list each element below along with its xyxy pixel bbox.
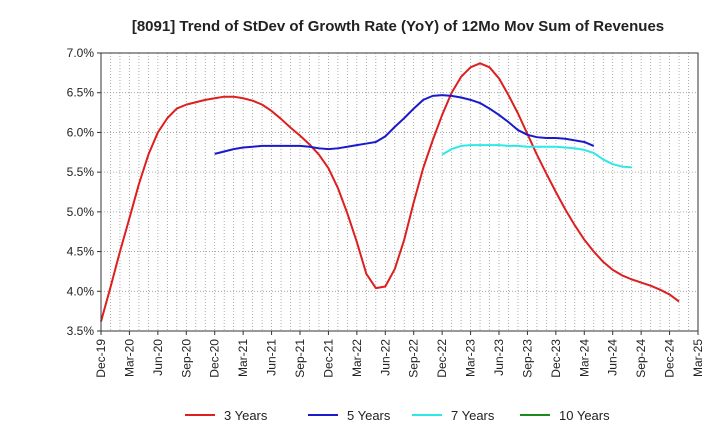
x-axis-ticks: Dec-19 Mar-20 Jun-20 Sep-20 Dec-20 Mar-21 Jun-… bbox=[94, 331, 705, 378]
x-tick-label: Mar-25 bbox=[691, 339, 705, 377]
legend: 3 Years 5 Years 7 Years 10 Years bbox=[185, 408, 610, 423]
x-tick-label: Jun-21 bbox=[265, 339, 279, 376]
x-tick-label: Dec-23 bbox=[549, 339, 563, 378]
x-tick-label: Sep-20 bbox=[179, 339, 193, 378]
legend-label: 5 Years bbox=[347, 408, 391, 423]
y-tick-label: 3.5% bbox=[67, 324, 95, 338]
legend-label: 3 Years bbox=[224, 408, 268, 423]
y-tick-label: 7.0% bbox=[67, 46, 95, 60]
x-tick-label: Sep-24 bbox=[634, 339, 648, 378]
plot-border bbox=[100, 52, 699, 332]
x-tick-label: Jun-23 bbox=[492, 339, 506, 376]
y-tick-label: 6.5% bbox=[67, 86, 95, 100]
x-tick-label: Mar-22 bbox=[350, 339, 364, 377]
y-tick-label: 4.5% bbox=[67, 245, 95, 259]
series-line-3-years bbox=[100, 62, 680, 322]
x-tick-label: Sep-21 bbox=[293, 339, 307, 378]
x-tick-label: Mar-23 bbox=[464, 339, 478, 377]
x-tick-label: Jun-22 bbox=[378, 339, 392, 376]
x-tick-label: Jun-20 bbox=[151, 339, 165, 376]
x-tick-label: Mar-21 bbox=[236, 339, 250, 377]
x-tick-label: Dec-21 bbox=[321, 339, 335, 378]
y-axis-ticks: 3.5% 4.0% 4.5% 5.0% 5.5% 6.0% 6.5% 7.0% bbox=[67, 46, 101, 338]
y-tick-label: 5.5% bbox=[67, 165, 95, 179]
y-tick-label: 4.0% bbox=[67, 284, 95, 298]
series-lines bbox=[100, 62, 680, 322]
legend-label: 10 Years bbox=[559, 408, 610, 423]
x-tick-label: Dec-22 bbox=[435, 339, 449, 378]
chart-title: [8091] Trend of StDev of Growth Rate (Yo… bbox=[132, 18, 664, 35]
x-tick-label: Dec-19 bbox=[94, 339, 108, 378]
x-tick-label: Sep-22 bbox=[407, 339, 421, 378]
x-tick-label: Dec-24 bbox=[663, 339, 677, 378]
x-tick-label: Mar-24 bbox=[577, 339, 591, 377]
series-line-7-years bbox=[441, 144, 632, 169]
legend-label: 7 Years bbox=[451, 408, 495, 423]
x-tick-label: Sep-23 bbox=[520, 339, 534, 378]
y-grid bbox=[101, 92, 698, 292]
x-tick-label: Dec-20 bbox=[208, 339, 222, 378]
x-tick-label: Mar-20 bbox=[122, 339, 136, 377]
series-line-5-years bbox=[214, 94, 595, 155]
y-tick-label: 5.0% bbox=[67, 205, 95, 219]
y-tick-label: 6.0% bbox=[67, 125, 95, 139]
x-grid bbox=[110, 53, 689, 331]
plot-area bbox=[101, 53, 698, 331]
x-tick-label: Jun-24 bbox=[606, 339, 620, 376]
